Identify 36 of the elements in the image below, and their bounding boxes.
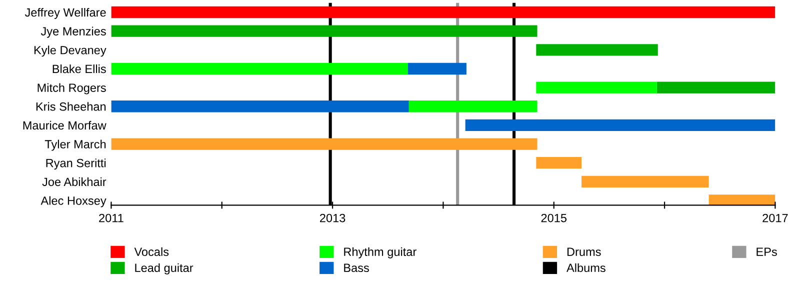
x-tick-label: 2017 (762, 214, 788, 222)
bar (656, 82, 776, 94)
legend-label: Drums (567, 248, 601, 256)
legend-label: Albums (566, 263, 606, 272)
y-tick-label: Kyle Devaney (34, 46, 106, 57)
legend-label: Rhythm guitar (344, 247, 416, 258)
x-tick-label: 2015 (541, 214, 567, 222)
bar (408, 100, 538, 112)
y-tick-label: Mitch Rogers (38, 83, 106, 94)
bar (536, 157, 582, 169)
y-tick-label: Kris Sheehan (36, 102, 106, 111)
x-tick-label: 2011 (99, 214, 124, 222)
x-tick-label: 2013 (320, 214, 346, 222)
bar (465, 119, 776, 132)
y-tick-label: Jye Menzies (40, 26, 106, 38)
legend-label: Vocals (134, 247, 169, 256)
y-tick-label: Blake Ellis (52, 64, 106, 74)
y-tick-label: Alec Hoxsey (40, 196, 106, 208)
y-tick-label: Tyler March (44, 140, 106, 151)
bar (111, 6, 776, 18)
bar (111, 100, 409, 112)
bar (536, 82, 657, 94)
y-tick-label: Ryan Seritti (46, 158, 106, 170)
bar (111, 138, 538, 150)
bar (582, 176, 709, 188)
legend-label: Lead guitar (135, 263, 194, 274)
legend-label: EPs (756, 248, 777, 256)
bar (708, 194, 776, 206)
bar (408, 62, 466, 75)
y-tick-label: Jeffrey Wellfare (24, 8, 106, 19)
y-tick-label: Joe Abikhair (42, 177, 106, 186)
bar (111, 25, 538, 37)
bar (111, 62, 408, 75)
legend-label: Bass (344, 264, 369, 272)
y-tick-label: Maurice Morfaw (23, 120, 106, 130)
bar (536, 44, 658, 56)
